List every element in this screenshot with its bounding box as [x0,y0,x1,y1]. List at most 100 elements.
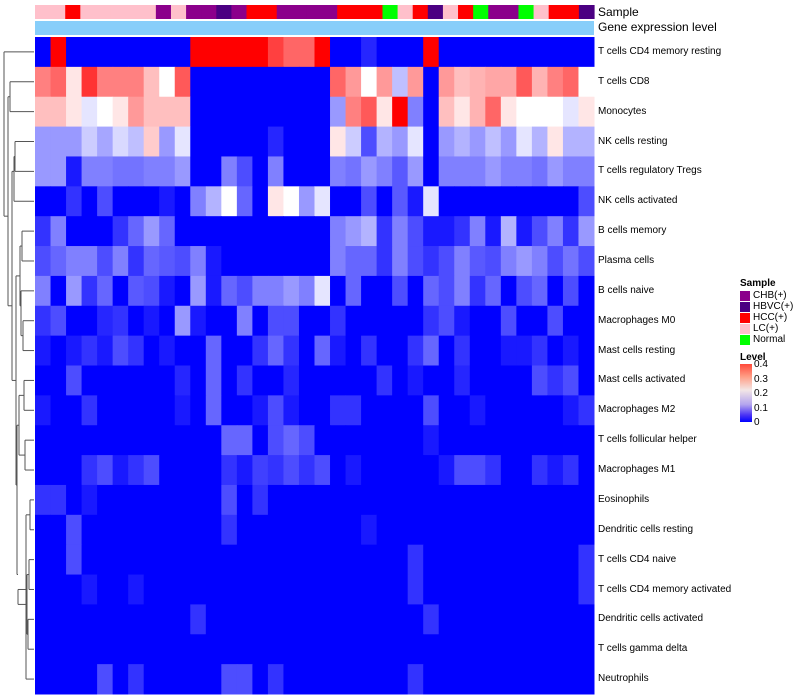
heatmap-cell [298,455,315,486]
heatmap-cell [267,66,284,98]
heatmap-cell [361,365,378,396]
heatmap-cell [516,305,533,337]
heatmap-cell [97,544,114,576]
heatmap-cell [531,37,548,68]
heatmap-cell [205,96,222,128]
sample-annotation-cell [246,5,263,19]
row-label: T cells CD8 [598,75,650,87]
heatmap-cell [345,186,362,217]
heatmap-cell [66,604,83,635]
heatmap-cell [97,216,114,247]
sample-annotation-cell [110,5,127,19]
heatmap-cell [376,305,393,337]
row-label: Mast cells resting [598,344,676,356]
heatmap-cell [345,365,362,396]
heatmap-cell [205,514,222,546]
heatmap-cell [252,574,269,605]
heatmap-cell [314,544,331,576]
heatmap-cell [454,455,471,486]
heatmap-cell [159,305,176,337]
heatmap-cell [314,455,331,486]
heatmap-cell [516,96,533,128]
heatmap-cell [531,186,548,217]
heatmap-cell [205,455,222,486]
heatmap-cell [516,664,533,695]
heatmap-cell [392,514,409,546]
heatmap-cell [485,425,502,456]
heatmap-cell [236,395,253,426]
heatmap-cell [330,484,347,516]
heatmap-cell [454,305,471,337]
heatmap-cell [438,574,455,605]
heatmap-cell [361,484,378,516]
heatmap-cell [283,96,300,128]
heatmap-cell [143,96,160,128]
heatmap-cell [252,484,269,516]
level-tick-label: 0.3 [754,373,768,385]
heatmap-cell [236,156,253,187]
heatmap-cell [454,395,471,426]
heatmap-cell [314,365,331,396]
heatmap-cell [174,186,191,217]
heatmap-cell [143,604,160,635]
heatmap-cell [407,305,424,337]
heatmap-cell [454,66,471,98]
heatmap-cell [81,664,98,695]
heatmap-cell [516,216,533,247]
heatmap-cell [330,305,347,337]
heatmap-cell [578,66,595,98]
heatmap-cell [190,305,207,337]
heatmap-cell [128,634,145,665]
heatmap-cell [128,156,145,187]
heatmap-cell [35,275,52,307]
heatmap-cell [407,544,424,576]
row-label: NK cells resting [598,135,668,147]
heatmap-cell [174,246,191,277]
heatmap-cell [159,484,176,516]
heatmap-cell [438,37,455,68]
heatmap-cell [283,574,300,605]
sample-annotation-cell [291,5,308,19]
heatmap-cell [562,246,579,277]
heatmap-cell [190,574,207,605]
heatmap-cell [143,66,160,98]
heatmap-cell [485,335,502,366]
heatmap-cell [578,156,595,187]
heatmap-cell [205,425,222,456]
heatmap-cell [143,126,160,157]
heatmap-cell [81,365,98,396]
row-label: Eosinophils [598,493,650,505]
heatmap-cell [423,395,440,426]
heatmap-cell [407,455,424,486]
heatmap-cell [190,544,207,576]
heatmap-cell [376,425,393,456]
heatmap-cell [298,156,315,187]
heatmap-cell [221,246,238,277]
heatmap-cell [330,664,347,695]
heatmap-cell [236,574,253,605]
heatmap-cell [531,156,548,187]
heatmap-cell [314,156,331,187]
heatmap-cell [159,395,176,426]
heatmap-cell [469,365,486,396]
heatmap-cell [112,37,129,68]
heatmap-cell [547,156,564,187]
heatmap-cell [174,96,191,128]
heatmap-cell [267,664,284,695]
heatmap-cell [252,216,269,247]
heatmap-cell [562,604,579,635]
heatmap-cell [469,335,486,366]
heatmap-cell [252,634,269,665]
heatmap-cell [50,186,67,217]
heatmap-cell [361,66,378,98]
heatmap-cell [454,604,471,635]
heatmap-cell [66,664,83,695]
heatmap-cell [547,634,564,665]
heatmap-cell [221,156,238,187]
heatmap-cell [252,425,269,456]
heatmap-cell [267,484,284,516]
heatmap-cell [205,126,222,157]
heatmap-cell [159,275,176,307]
heatmap-cell [128,305,145,337]
heatmap-cell [97,365,114,396]
